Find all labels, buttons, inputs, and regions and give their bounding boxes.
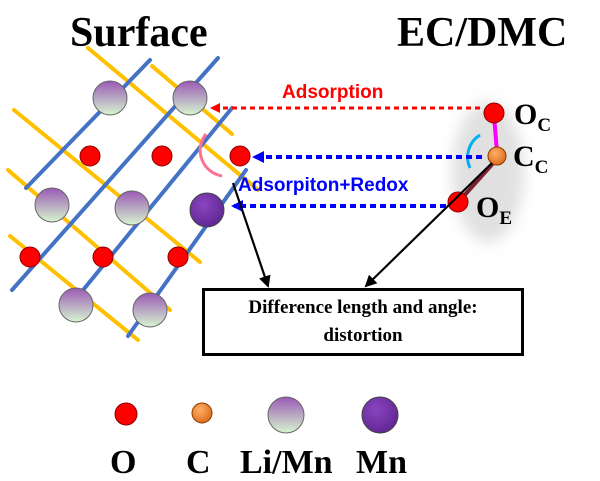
o-atom: [79, 145, 101, 167]
legend-c-symbol: [191, 402, 213, 424]
box-line-2: distortion: [323, 325, 403, 346]
molecule-angle-arc: [466, 133, 481, 169]
legend-mn-symbol: [361, 396, 399, 434]
o-atom: [19, 246, 41, 268]
pointer-arrow-surface: [231, 182, 271, 288]
legend-li-mn-symbol: [267, 396, 305, 434]
o-atom: [92, 246, 114, 268]
surface-angle-arc: [198, 133, 223, 178]
o-c-atom: [483, 102, 505, 124]
legend-label-mn: Mn: [356, 444, 407, 481]
adsorption-label: Adsorption: [282, 82, 384, 103]
o-atom: [151, 145, 173, 167]
box-line-1: Difference length and angle:: [248, 297, 478, 319]
molecule-glow: [452, 102, 524, 242]
pointer-arrow-molecule: [364, 162, 493, 288]
adsorption-redox-label: Adsorpiton+Redox: [238, 175, 409, 196]
oe-label: OE: [476, 191, 513, 229]
li-mn-atom: [34, 187, 70, 223]
o-atom-surface-site: [229, 145, 251, 167]
li-mn-atom: [92, 80, 128, 116]
li-mn-atom: [114, 190, 150, 226]
oc-label: OC: [514, 98, 552, 136]
legend-label-o: O: [110, 444, 137, 481]
c-c-atom: [487, 146, 507, 166]
legend-o-symbol: [114, 402, 138, 426]
li-mn-atom: [132, 292, 168, 328]
distortion-box: Difference length and angle: distortion: [202, 288, 524, 356]
legend-label-li-mn: Li/Mn: [240, 444, 333, 481]
o-e-atom: [447, 191, 469, 213]
li-mn-atom: [172, 80, 208, 116]
mn-atom: [189, 192, 225, 228]
surface-title: Surface: [70, 10, 208, 56]
cc-label: CC: [513, 140, 549, 178]
surface-atoms: [19, 80, 251, 328]
solvent-title: EC/DMC: [397, 10, 568, 56]
bond-cc-oe: [460, 158, 498, 200]
legend-label-c: C: [186, 444, 211, 481]
o-atom: [167, 246, 189, 268]
solvent-molecule: [447, 102, 507, 213]
legend-symbols: [114, 396, 399, 434]
li-mn-atom: [58, 287, 94, 323]
